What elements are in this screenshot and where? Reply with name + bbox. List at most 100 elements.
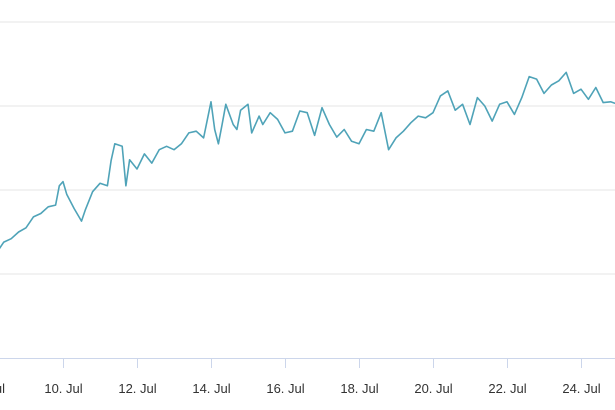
- data-point: [142, 152, 146, 156]
- data-point: [250, 131, 254, 135]
- data-point: [475, 96, 479, 100]
- data-point: [239, 108, 243, 112]
- data-point: [216, 142, 220, 146]
- data-point: [105, 184, 109, 188]
- data-point: [350, 139, 354, 143]
- data-point: [31, 215, 35, 219]
- data-point: [54, 203, 58, 207]
- data-point: [194, 129, 198, 133]
- data-point: [505, 100, 509, 104]
- data-point: [564, 70, 568, 74]
- data-point: [453, 108, 457, 112]
- data-point: [120, 144, 124, 148]
- data-point: [461, 102, 465, 106]
- data-point: [46, 205, 50, 209]
- grid-lines: [0, 21, 615, 275]
- series-group: [0, 70, 615, 250]
- x-axis: 8. Jul 10. Jul 12. Jul 14. Jul 16. Jul 18. Ju…: [0, 358, 615, 396]
- data-point: [372, 129, 376, 133]
- data-point: [327, 123, 331, 127]
- data-point: [357, 142, 361, 146]
- data-point: [187, 131, 191, 135]
- data-point: [446, 89, 450, 93]
- data-point: [231, 123, 235, 127]
- data-point: [483, 104, 487, 108]
- data-point: [416, 114, 420, 118]
- data-point: [80, 219, 84, 223]
- data-point: [61, 180, 65, 184]
- x-tick-label-4: 16. Jul: [266, 381, 304, 396]
- data-point: [128, 158, 132, 162]
- data-point: [342, 128, 346, 132]
- data-point: [387, 148, 391, 152]
- data-point: [535, 77, 539, 81]
- data-point: [542, 91, 546, 95]
- data-point: [202, 136, 206, 140]
- data-point: [498, 102, 502, 106]
- data-point: [9, 237, 13, 241]
- data-point: [305, 111, 309, 115]
- x-tick-label-0: 8. Jul: [0, 381, 5, 396]
- data-point: [109, 159, 113, 163]
- data-point: [39, 212, 43, 216]
- data-point: [165, 144, 169, 148]
- data-point: [601, 101, 605, 105]
- x-tick-label-8: 24. Jul: [562, 381, 600, 396]
- data-point: [113, 142, 117, 146]
- data-point: [520, 96, 524, 100]
- data-point: [557, 79, 561, 83]
- data-point: [57, 184, 61, 188]
- data-point: [572, 91, 576, 95]
- data-point: [135, 167, 139, 171]
- data-point: [409, 121, 413, 125]
- data-point: [468, 123, 472, 127]
- data-point: [276, 117, 280, 121]
- data-point: [98, 181, 102, 185]
- data-point: [261, 123, 265, 127]
- x-tick-label-7: 22. Jul: [488, 381, 526, 396]
- data-point: [527, 75, 531, 79]
- x-tick-label-2: 12. Jul: [118, 381, 156, 396]
- data-point: [224, 102, 228, 106]
- data-point: [220, 123, 224, 127]
- data-point: [172, 148, 176, 152]
- data-point: [157, 148, 161, 152]
- data-point: [424, 116, 428, 120]
- data-point: [401, 129, 405, 133]
- x-tick-label-3: 14. Jul: [192, 381, 230, 396]
- data-point: [17, 230, 21, 234]
- data-point: [83, 208, 87, 212]
- data-point: [512, 112, 516, 116]
- data-point: [91, 190, 95, 194]
- data-point: [209, 100, 213, 104]
- data-point: [179, 142, 183, 146]
- data-point: [490, 119, 494, 123]
- x-tick-label-5: 18. Jul: [340, 381, 378, 396]
- data-point: [213, 128, 217, 132]
- data-point: [364, 128, 368, 132]
- data-point: [246, 102, 250, 106]
- data-point: [290, 129, 294, 133]
- data-point: [298, 109, 302, 113]
- data-point: [124, 184, 128, 188]
- data-point: [609, 100, 613, 104]
- data-point: [335, 135, 339, 139]
- data-point: [594, 86, 598, 90]
- data-point: [24, 226, 28, 230]
- data-point: [394, 136, 398, 140]
- data-point: [72, 207, 76, 211]
- data-point: [2, 240, 6, 244]
- data-point: [549, 83, 553, 87]
- data-point: [579, 87, 583, 91]
- data-point: [268, 111, 272, 115]
- x-tick-label-1: 10. Jul: [44, 381, 82, 396]
- data-point: [283, 131, 287, 135]
- data-point: [257, 114, 261, 118]
- data-point: [438, 94, 442, 98]
- data-point: [586, 97, 590, 101]
- data-point: [320, 106, 324, 110]
- data-point: [150, 161, 154, 165]
- x-tick-label-6: 20. Jul: [414, 381, 452, 396]
- series-line-0: [0, 71, 615, 250]
